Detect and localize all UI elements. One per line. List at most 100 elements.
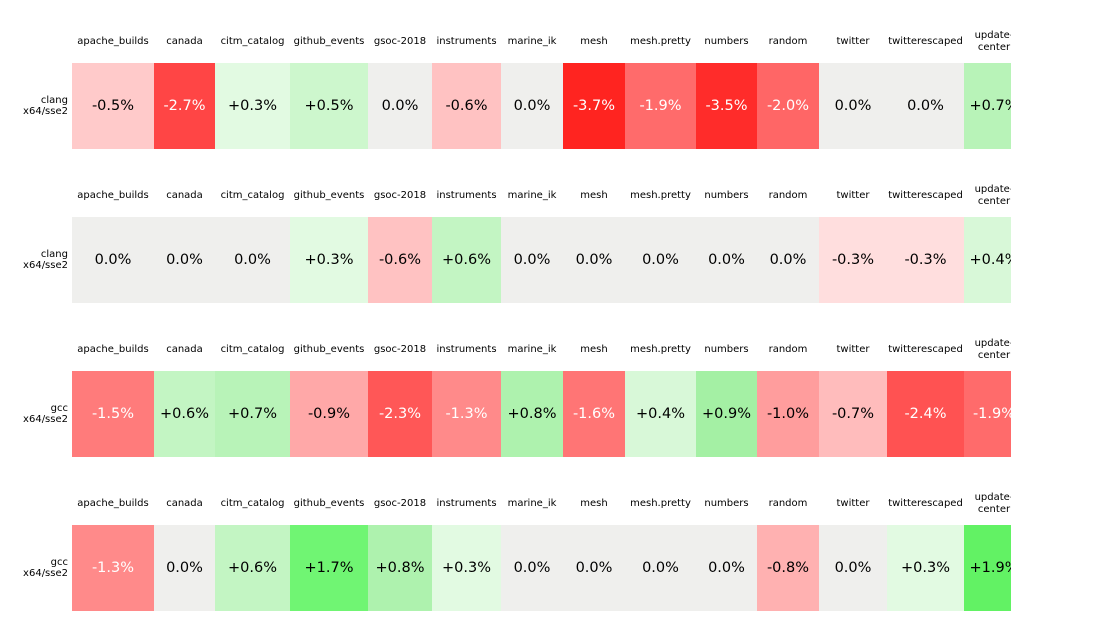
column-header-strip: apache_builds canada citm_catalog github_ev… (72, 490, 1011, 518)
arch-name: x64/sse2 (23, 568, 68, 579)
column-header-mesh: mesh (580, 36, 608, 47)
heatmap-row-strip: 0.0% 0.0% 0.0% +0.3% -0.6% +0.6% 0.0% 0.0% 0.0% 0… (72, 217, 1011, 303)
heatmap-cell-twitterescaped: 0.0% (887, 63, 964, 149)
column-header-numbers: numbers (704, 498, 749, 509)
row-label-clang-2: clang x64/sse2 (0, 217, 70, 303)
column-header-instruments: instruments (436, 498, 497, 509)
column-header-update-center: update-center (974, 184, 1011, 207)
heatmap-row-strip: -0.5% -2.7% +0.3% +0.5% 0.0% -0.6% 0.0% -3.7% -1… (72, 63, 1011, 149)
column-header-twitterescaped: twitterescaped (888, 36, 963, 47)
row-label-gcc-4: gcc x64/sse2 (0, 525, 70, 611)
column-header-marine_ik: marine_ik (507, 190, 557, 201)
heatmap-cell-twitterescaped: -0.3% (887, 217, 964, 303)
column-header-strip: apache_builds canada citm_catalog github_ev… (72, 28, 1011, 56)
column-header-gsoc-2018: gsoc-2018 (373, 190, 427, 201)
heatmap-block-1: apache_builds canada citm_catalog github_ev… (0, 28, 1100, 149)
heatmap-cell-marine_ik: 0.0% (501, 63, 563, 149)
column-header-citm_catalog: citm_catalog (220, 344, 285, 355)
column-header-random: random (768, 36, 808, 47)
column-header-mesh: mesh (580, 344, 608, 355)
heatmap-row-strip: -1.5% +0.6% +0.7% -0.9% -2.3% -1.3% +0.8% -1.6%… (72, 371, 1011, 457)
column-header-gsoc-2018: gsoc-2018 (373, 344, 427, 355)
heatmap-cell-citm_catalog: +0.3% (215, 63, 290, 149)
heatmap-cell-random: -1.0% (757, 371, 819, 457)
row-label-clang-1: clang x64/sse2 (0, 63, 70, 149)
heatmap-cell-github_events: -0.9% (290, 371, 368, 457)
arch-name: x64/sse2 (23, 106, 68, 117)
column-header-apache_builds: apache_builds (77, 344, 149, 355)
heatmap-cell-apache_builds: -0.5% (72, 63, 154, 149)
column-header-update-center: update-center (974, 338, 1011, 361)
heatmap-cell-numbers: 0.0% (696, 525, 757, 611)
heatmap-cell-mesh.pretty: -1.9% (625, 63, 696, 149)
heatmap-cell-twitter: 0.0% (819, 525, 887, 611)
heatmap-cell-apache_builds: 0.0% (72, 217, 154, 303)
heatmap-cell-github_events: +0.3% (290, 217, 368, 303)
heatmap-cell-twitter: -0.7% (819, 371, 887, 457)
heatmap-cell-numbers: 0.0% (696, 217, 757, 303)
heatmap-cell-random: -0.8% (757, 525, 819, 611)
heatmap-cell-twitter: -0.3% (819, 217, 887, 303)
heatmap-cell-gsoc-2018: 0.0% (368, 63, 432, 149)
heatmap-cell-marine_ik: 0.0% (501, 525, 563, 611)
heatmap-cell-gsoc-2018: -2.3% (368, 371, 432, 457)
column-header-twitter: twitter (836, 36, 870, 47)
heatmap-row: -0.5% -2.7% +0.3% +0.5% 0.0% -0.6% 0.0% -3.7% -1… (72, 63, 1011, 149)
heatmap-cell-citm_catalog: +0.7% (215, 371, 290, 457)
column-header-apache_builds: apache_builds (77, 498, 149, 509)
column-header-github_events: github_events (293, 498, 365, 509)
heatmap-cell-mesh.pretty: 0.0% (625, 525, 696, 611)
heatmap-cell-gsoc-2018: -0.6% (368, 217, 432, 303)
column-header-citm_catalog: citm_catalog (220, 190, 285, 201)
column-header-citm_catalog: citm_catalog (220, 36, 285, 47)
column-header-twitterescaped: twitterescaped (888, 190, 963, 201)
heatmap-cell-canada: -2.7% (154, 63, 215, 149)
column-header-strip: apache_builds canada citm_catalog github_ev… (72, 336, 1011, 364)
heatmap-cell-citm_catalog: +0.6% (215, 525, 290, 611)
heatmap-cell-update-center: +0.7% (964, 63, 1011, 149)
column-header-update-center: update-center (974, 492, 1011, 515)
column-header-canada: canada (166, 36, 203, 47)
compiler-name: clang (40, 248, 68, 260)
heatmap-cell-canada: 0.0% (154, 217, 215, 303)
column-header-mesh: mesh (580, 190, 608, 201)
column-header-twitter: twitter (836, 190, 870, 201)
column-header-mesh.pretty: mesh.pretty (630, 344, 691, 355)
column-header-mesh.pretty: mesh.pretty (630, 36, 691, 47)
column-header-random: random (768, 190, 808, 201)
column-header-marine_ik: marine_ik (507, 344, 557, 355)
heatmap-cell-update-center: +0.4% (964, 217, 1011, 303)
arch-name: x64/sse2 (23, 414, 68, 425)
heatmap-cell-twitter: 0.0% (819, 63, 887, 149)
column-header-mesh: mesh (580, 498, 608, 509)
compiler-name: gcc (50, 556, 68, 568)
column-header-strip: apache_builds canada citm_catalog github_ev… (72, 182, 1011, 210)
heatmap-row: 0.0% 0.0% 0.0% +0.3% -0.6% +0.6% 0.0% 0.0% 0.0% 0… (72, 217, 1011, 303)
column-header-row: apache_builds canada citm_catalog github_ev… (72, 336, 1011, 364)
row-label-gcc-3: gcc x64/sse2 (0, 371, 70, 457)
column-header-twitter: twitter (836, 344, 870, 355)
heatmap-cell-mesh: 0.0% (563, 217, 625, 303)
heatmap-cell-mesh: -1.6% (563, 371, 625, 457)
column-header-marine_ik: marine_ik (507, 36, 557, 47)
heatmap-cell-mesh.pretty: 0.0% (625, 217, 696, 303)
column-header-apache_builds: apache_builds (77, 190, 149, 201)
heatmap-cell-mesh: 0.0% (563, 525, 625, 611)
column-header-gsoc-2018: gsoc-2018 (373, 498, 427, 509)
column-header-instruments: instruments (436, 36, 497, 47)
column-header-update-center: update-center (974, 30, 1011, 53)
heatmap-cell-numbers: +0.9% (696, 371, 757, 457)
column-header-mesh.pretty: mesh.pretty (630, 498, 691, 509)
column-header-numbers: numbers (704, 36, 749, 47)
heatmap-cell-canada: +0.6% (154, 371, 215, 457)
heatmap-cell-github_events: +1.7% (290, 525, 368, 611)
heatmap-cell-random: 0.0% (757, 217, 819, 303)
heatmap-cell-random: -2.0% (757, 63, 819, 149)
column-header-row: apache_builds canada citm_catalog github_ev… (72, 28, 1011, 56)
column-header-canada: canada (166, 498, 203, 509)
heatmap-cell-update-center: +1.9% (964, 525, 1011, 611)
heatmap-row: -1.5% +0.6% +0.7% -0.9% -2.3% -1.3% +0.8% -1.6%… (72, 371, 1011, 457)
heatmap-cell-gsoc-2018: +0.8% (368, 525, 432, 611)
compiler-name: gcc (50, 402, 68, 414)
